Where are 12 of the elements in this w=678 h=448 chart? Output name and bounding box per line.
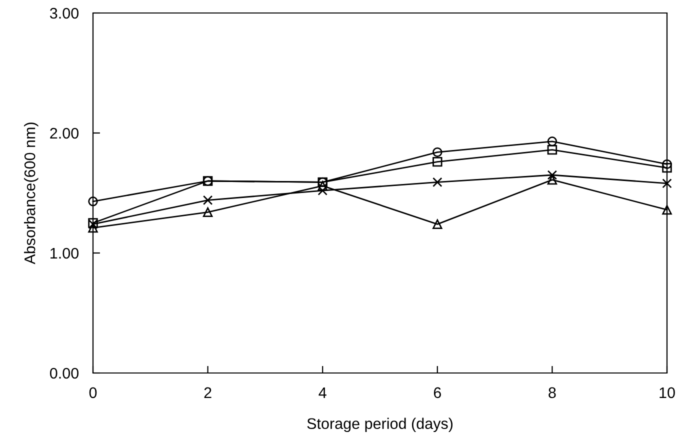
- y-tick-label: 0.00: [50, 368, 79, 379]
- x-tick-label: 10: [660, 387, 675, 398]
- x-tick-label: 0: [89, 387, 97, 398]
- x-tick-label: 6: [434, 387, 441, 398]
- x-axis-title: Storage period (days): [307, 418, 453, 432]
- y-axis-title: Absorbance(600 nm): [24, 122, 38, 264]
- x-tick-label: 8: [548, 387, 556, 398]
- y-tick-label: 2.00: [50, 128, 79, 139]
- y-tick-label: 1.00: [50, 248, 79, 259]
- x-tick-label: 2: [204, 387, 212, 398]
- x-tick-label: 4: [318, 387, 326, 398]
- y-tick-label: 3.00: [50, 8, 79, 19]
